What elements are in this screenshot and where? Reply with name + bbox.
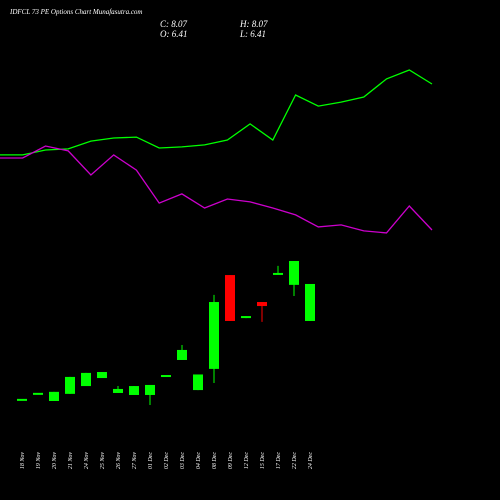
ohlc-label: O: 6.41 <box>160 29 188 39</box>
candle-body <box>97 372 107 379</box>
x-tick-label: 12 Dec <box>244 452 250 469</box>
ohlc-value: 8.07 <box>252 19 268 29</box>
candle-body <box>113 388 123 393</box>
ohlc-label: C: 8.07 <box>160 19 188 29</box>
indicator-line <box>0 69 433 156</box>
ohlc-label: L: 6.41 <box>239 29 266 39</box>
x-tick-label: 09 Dec <box>228 452 234 469</box>
candle-body <box>161 375 171 378</box>
x-tick-label: 25 Nov <box>100 452 106 470</box>
x-tick-label: 19 Nov <box>36 452 42 470</box>
candle-body <box>241 316 251 319</box>
x-tick-label: 18 Nov <box>20 452 26 470</box>
ohlc-key: L: <box>239 29 248 39</box>
candle-body <box>209 302 219 369</box>
x-tick-label: 15 Dec <box>260 452 266 469</box>
x-tick-label: 26 Nov <box>116 452 122 470</box>
ohlc-key: C: <box>160 19 169 29</box>
indicator-line <box>0 145 433 234</box>
x-tick-label: 27 Nov <box>132 452 138 470</box>
candle-body <box>257 302 267 307</box>
x-tick-label: 24 Dec <box>307 452 314 469</box>
ohlc-value: 6.41 <box>172 29 188 39</box>
chart-title: IDFCL 73 PE Options Chart Munafasutra.co… <box>9 8 143 16</box>
candle-body <box>289 261 299 285</box>
x-tick-label: 21 Nov <box>68 452 74 470</box>
ohlc-key: O: <box>160 29 170 39</box>
x-tick-label: 04 Dec <box>195 452 202 469</box>
candle-body <box>145 384 155 395</box>
ohlc-value: 6.41 <box>250 29 266 39</box>
x-tick-label: 08 Dec <box>212 452 218 469</box>
x-tick-label: 20 Nov <box>52 452 58 470</box>
candle-body <box>33 392 43 395</box>
candle-body <box>81 372 91 387</box>
candle-body <box>273 272 283 275</box>
candle-body <box>17 398 27 401</box>
candle-body <box>193 374 203 391</box>
candle-body <box>177 349 187 360</box>
x-tick-label: 01 Dec <box>148 452 154 469</box>
candle-body <box>305 283 315 321</box>
ohlc-label: H: 8.07 <box>239 19 268 29</box>
x-tick-label: 24 Nov <box>83 452 90 470</box>
ohlc-key: H: <box>239 19 250 29</box>
x-tick-label: 17 Dec <box>276 452 282 469</box>
candle-body <box>49 391 59 401</box>
x-tick-label: 02 Dec <box>164 452 170 469</box>
candle-body <box>225 275 235 321</box>
ohlc-value: 8.07 <box>171 19 187 29</box>
x-tick-label: 03 Dec <box>180 452 186 469</box>
x-tick-label: 22 Dec <box>292 452 298 469</box>
candle-body <box>65 376 75 394</box>
candle-body <box>129 386 139 395</box>
